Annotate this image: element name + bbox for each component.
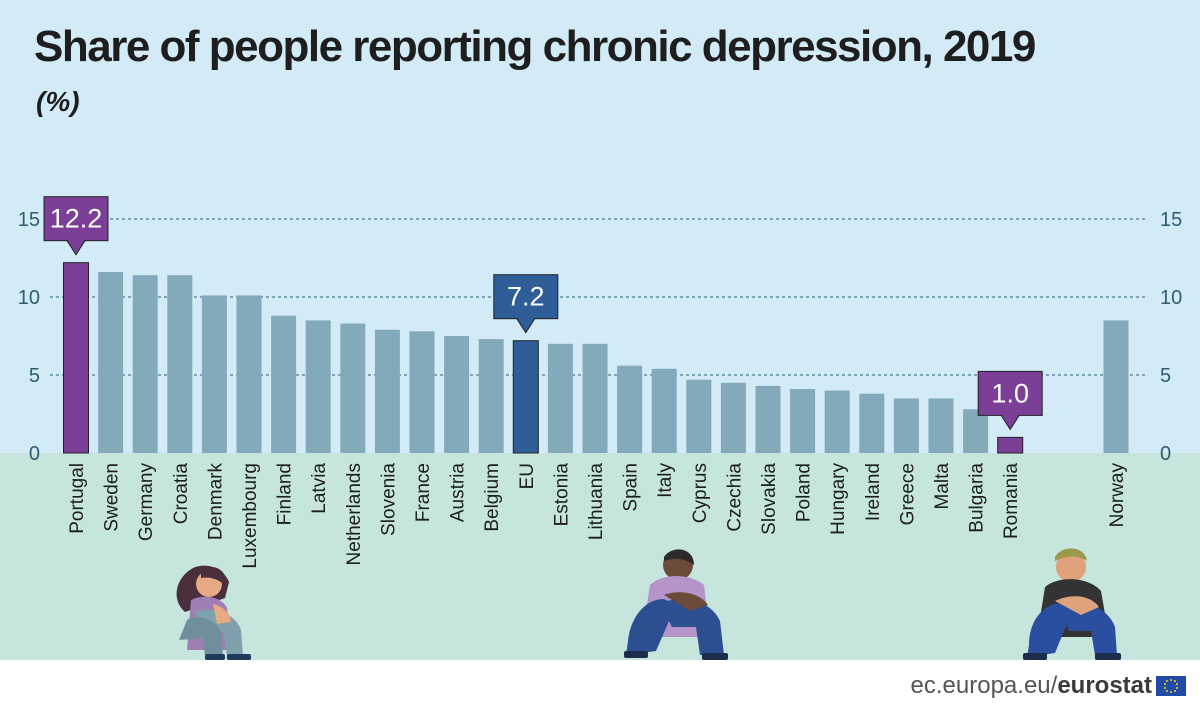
y-tick-label-left: 15 (18, 209, 40, 231)
bar (340, 323, 366, 453)
x-tick-label: Romania (1001, 463, 1022, 539)
callout-box (493, 274, 559, 320)
x-tick-label: Latvia (309, 463, 330, 514)
x-tick-label: Germany (136, 463, 157, 542)
callout-box (977, 370, 1043, 416)
x-tick-label: Austria (448, 463, 469, 523)
bar (444, 336, 470, 453)
y-tick-label-left: 5 (29, 365, 40, 387)
bar (201, 295, 227, 453)
x-tick-label: Italy (655, 463, 676, 498)
data-label: 12.2 (50, 204, 103, 234)
sad-person-sitting-icon (624, 549, 728, 660)
x-tick-label: Norway (1107, 463, 1128, 528)
x-tick-label: Finland (275, 463, 296, 525)
x-tick-label: Croatia (171, 463, 192, 525)
y-tick-label-right: 5 (1160, 365, 1171, 387)
callout-joint (68, 239, 84, 242)
footer-source: ec.europa.eu/eurostat (911, 672, 1186, 700)
bar (512, 340, 539, 454)
bar (617, 365, 643, 453)
chart-title: Share of people reporting chronic depres… (34, 22, 1036, 71)
bar (755, 385, 781, 453)
x-tick-label: Sweden (102, 463, 123, 532)
y-tick-label-right: 10 (1160, 287, 1182, 309)
bar (824, 390, 850, 453)
bar (1103, 320, 1129, 453)
bar (686, 379, 712, 453)
x-tick-label: Spain (621, 463, 642, 512)
sad-woman-sitting-icon (176, 565, 251, 660)
eu-flag-icon (1156, 676, 1186, 696)
x-tick-label: Greece (897, 463, 918, 525)
x-tick-label: Czechia (724, 463, 745, 532)
bar (963, 409, 989, 453)
callout-joint (517, 317, 534, 320)
bar (478, 339, 504, 453)
bar (651, 368, 677, 453)
chart-unit-label: (%) (36, 86, 80, 117)
bar (547, 343, 573, 453)
x-tick-label: Estonia (551, 463, 572, 527)
x-tick-label: Belgium (482, 463, 503, 532)
bar (63, 262, 89, 454)
x-tick-label: France (413, 463, 434, 522)
callout-pointer (515, 318, 536, 334)
bar (409, 331, 435, 453)
x-tick-label: Netherlands (344, 463, 365, 565)
bar (236, 295, 262, 453)
bar (167, 275, 193, 453)
y-tick-label-right: 15 (1160, 209, 1182, 231)
bar (859, 393, 885, 453)
x-tick-label: Slovakia (759, 463, 780, 535)
callout-pointer (1000, 414, 1021, 431)
bar (928, 398, 954, 453)
footer-site-text: ec.europa.eu/ (910, 672, 1058, 699)
y-tick-label-right: 0 (1160, 443, 1171, 465)
bar (271, 315, 297, 453)
callout-joint (1002, 414, 1019, 417)
x-tick-label: Bulgaria (967, 463, 988, 533)
x-tick-label: Denmark (205, 463, 226, 541)
bar (720, 382, 746, 453)
footer-brand-text: eurostat (1057, 672, 1152, 699)
data-label: 7.2 (507, 282, 545, 312)
sad-man-sitting-icon (1023, 548, 1121, 660)
bar (374, 329, 400, 453)
y-tick-label-left: 10 (18, 287, 40, 309)
x-tick-label: Malta (932, 463, 953, 510)
x-tick-label: Slovenia (378, 463, 399, 536)
bar (893, 398, 919, 453)
callout-box (43, 196, 109, 242)
x-tick-label: Cyprus (690, 463, 711, 523)
x-tick-label: Hungary (828, 463, 849, 535)
bar (98, 272, 124, 453)
bar-chart: 0 0 5 5 10 10 15 15 Portugal Sweden Germany Croatia… (18, 196, 1182, 569)
data-label: 1.0 (991, 378, 1029, 408)
x-tick-label: Poland (794, 463, 815, 522)
bar (305, 320, 331, 453)
x-tick-label: Lithuania (586, 463, 607, 541)
bar (790, 389, 816, 453)
bar (582, 343, 608, 453)
x-tick-label: EU (517, 463, 538, 489)
callout-pointer (66, 240, 86, 256)
x-tick-label: Luxembourg (240, 463, 261, 569)
y-tick-label-left: 0 (29, 443, 40, 465)
x-tick-label: Ireland (863, 463, 884, 521)
bar (132, 275, 158, 453)
x-tick-label: Portugal (67, 463, 88, 534)
bar (997, 436, 1024, 454)
